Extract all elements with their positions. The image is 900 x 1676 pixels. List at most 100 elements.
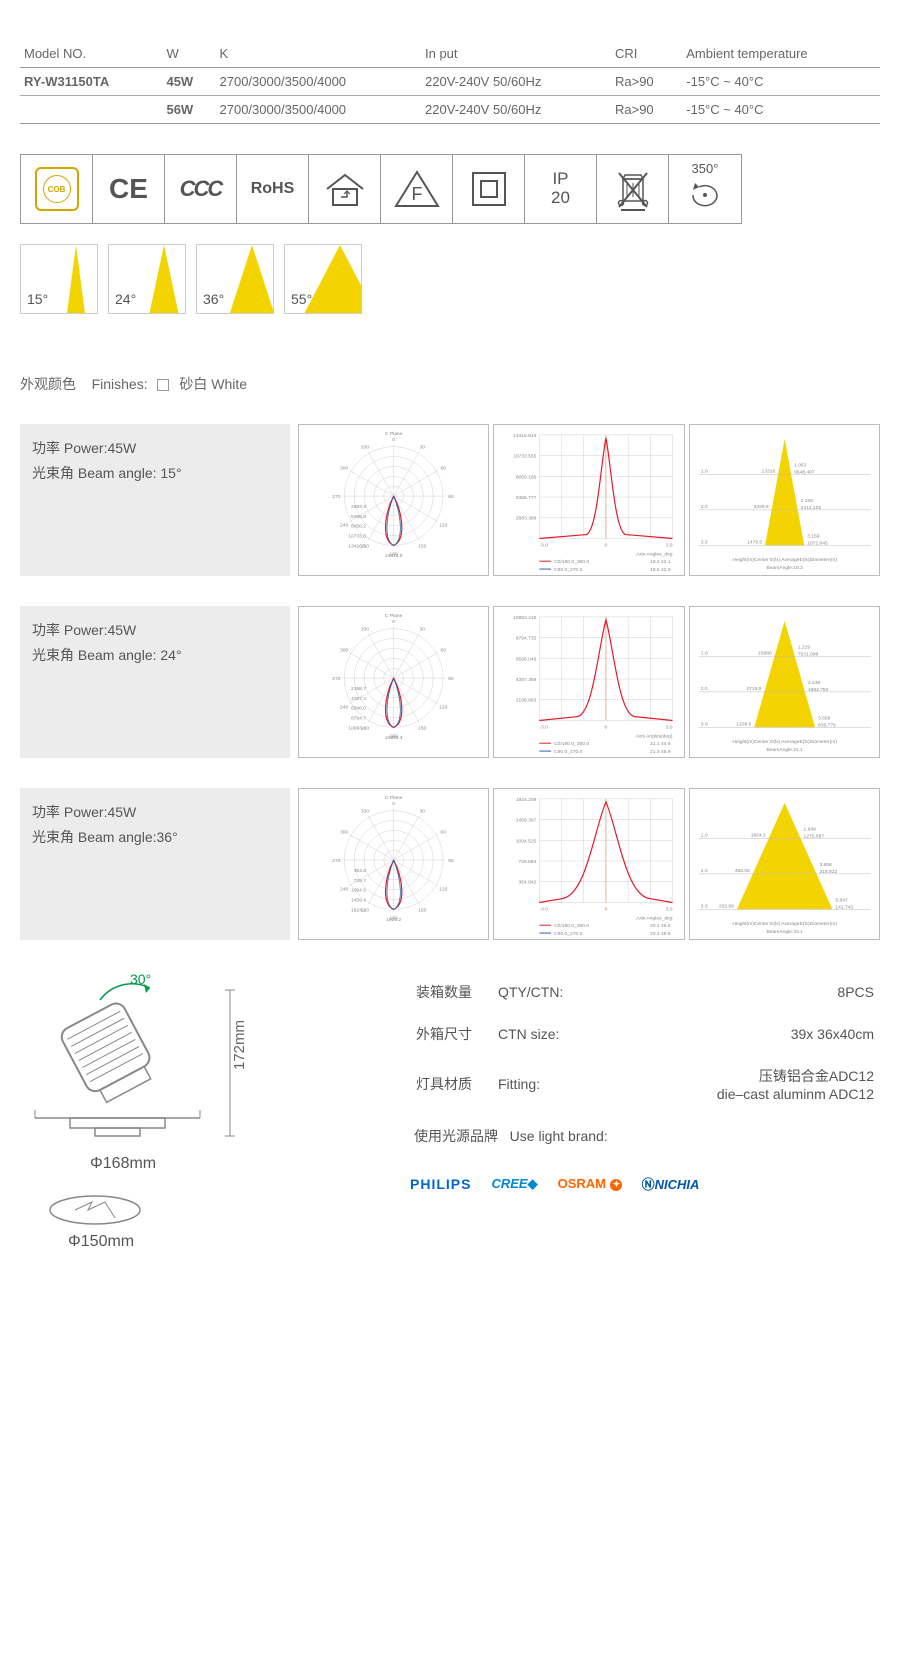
svg-text:1.219: 1.219 (797, 644, 810, 650)
weee-icon (597, 155, 669, 223)
svg-text:2.439: 2.439 (808, 680, 821, 686)
indoor-icon (309, 155, 381, 223)
cone-chart: 1.0133161.0539648.4072.03328.92.1062412.… (689, 424, 880, 576)
svg-text:1479.5: 1479.5 (747, 539, 762, 545)
intensity-chart: 13416.94310733.5558050.1665366.7772683.3… (493, 424, 684, 576)
svg-text:2.106: 2.106 (800, 498, 813, 504)
info-row: 装箱数量QTY/CTN:8PCS (412, 972, 878, 1012)
spec-header: Model NO. (20, 40, 162, 68)
svg-text:21.3 45.9: 21.3 45.9 (650, 749, 671, 755)
svg-text:18.2 42.1: 18.2 42.1 (650, 559, 671, 565)
svg-text:330: 330 (361, 626, 369, 632)
svg-text:60: 60 (440, 465, 446, 471)
svg-text:3328.9: 3328.9 (753, 504, 768, 510)
svg-text:30°: 30° (130, 971, 151, 987)
svg-text:1094.525: 1094.525 (516, 838, 537, 844)
svg-text:120: 120 (439, 705, 447, 711)
finishes-row: 外观颜色 Finishes: 砂白 White (20, 374, 880, 394)
svg-text:3.0: 3.0 (666, 906, 673, 912)
svg-text:0: 0 (392, 437, 395, 443)
svg-text:1072.045: 1072.045 (807, 540, 828, 546)
svg-text:300: 300 (340, 647, 348, 653)
svg-text:C Plane: C Plane (385, 431, 403, 437)
spec-header: Ambient temperature (682, 40, 880, 68)
svg-text:10993.415: 10993.415 (513, 615, 537, 621)
svg-text:0: 0 (392, 619, 395, 625)
svg-text:5366.8: 5366.8 (351, 514, 366, 520)
rotation-icon: 350° (669, 155, 741, 223)
svg-text:300: 300 (340, 465, 348, 471)
spec-row: 56W2700/3000/3500/4000220V-240V 50/60HzR… (20, 96, 880, 124)
svg-text:3.0: 3.0 (666, 724, 673, 730)
svg-text:270: 270 (332, 676, 340, 682)
svg-text:1824.2: 1824.2 (386, 917, 401, 923)
spec-header: W (162, 40, 215, 68)
photometric-section: 功率 Power:45W光束角 Beam angle: 15°C Plane03… (20, 424, 880, 576)
spec-header: In put (421, 40, 611, 68)
svg-text:8794.732: 8794.732 (516, 636, 537, 642)
svg-text:1824.2: 1824.2 (750, 832, 765, 838)
svg-text:318.922: 318.922 (819, 869, 837, 875)
finish-checkbox (157, 379, 169, 391)
svg-text:456.05: 456.05 (734, 868, 749, 874)
svg-text:2719.9: 2719.9 (746, 686, 761, 692)
cob-icon: COB (21, 155, 93, 223)
cone-chart: 1.0108801.2197531.0082.02719.92.4391882.… (689, 606, 880, 758)
svg-text:F: F (411, 184, 422, 204)
svg-text:364.8: 364.8 (354, 868, 367, 874)
svg-text:8050.166: 8050.166 (516, 474, 537, 480)
svg-text:13416.943: 13416.943 (513, 433, 537, 439)
spec-table: Model NO.WKIn putCRIAmbient temperature … (20, 40, 880, 124)
svg-text:2683.389: 2683.389 (516, 516, 537, 522)
svg-text:C0/180.0_360.0: C0/180.0_360.0 (554, 923, 589, 929)
svg-text:729.684: 729.684 (519, 859, 537, 865)
svg-text:1.0: 1.0 (700, 650, 707, 656)
svg-text:5366.777: 5366.777 (516, 495, 537, 501)
beam-angle-cell: 55° (284, 244, 362, 314)
svg-text:BeamAngle:21.1: BeamAngle:21.1 (766, 747, 803, 753)
svg-text:0: 0 (605, 724, 608, 730)
svg-text:0: 0 (605, 906, 608, 912)
svg-text:90: 90 (448, 858, 454, 864)
cone-chart: 1.01824.21.9491275.6872.0456.053.898318.… (689, 788, 880, 940)
info-row: 灯具材质Fitting:压铸铝合金ADC12die–cast aluminm A… (412, 1056, 878, 1112)
svg-text:3.159: 3.159 (807, 534, 820, 540)
dimension-drawing: 30° 172mm Φ168mm Φ150mm (20, 970, 370, 1253)
bottom-section: 30° 172mm Φ168mm Φ150mm (20, 970, 880, 1253)
svg-text:C0/180.0_360.0: C0/180.0_360.0 (554, 559, 589, 565)
svg-text:3.0: 3.0 (666, 542, 673, 548)
svg-text:10993.4: 10993.4 (348, 725, 366, 731)
svg-text:1459.367: 1459.367 (516, 818, 537, 824)
polar-chart: C Plane030609012015018021024027030033036… (298, 788, 489, 940)
svg-text:33.1 49.6: 33.1 49.6 (650, 923, 671, 929)
svg-text:240: 240 (340, 887, 348, 893)
spec-row: RY-W31150TA45W2700/3000/3500/4000220V-24… (20, 68, 880, 96)
svg-text:2.0: 2.0 (700, 868, 707, 874)
svg-text:330: 330 (361, 808, 369, 814)
svg-text:90: 90 (448, 494, 454, 500)
svg-text:729.7: 729.7 (354, 878, 367, 884)
polar-chart: C Plane030609012015018021024027030033021… (298, 606, 489, 758)
svg-text:5.847: 5.847 (835, 898, 848, 904)
svg-text:13416.9: 13416.9 (385, 553, 403, 559)
svg-text:BeamAngle:18.2: BeamAngle:18.2 (766, 565, 803, 571)
svg-text:1275.687: 1275.687 (803, 833, 824, 839)
svg-text:172mm: 172mm (231, 1020, 248, 1070)
beam-angle-cell: 24° (108, 244, 186, 314)
cree-logo: CREE◆ (491, 1176, 537, 1192)
svg-text:C90.0_270.0: C90.0_270.0 (554, 749, 582, 755)
svg-text:Height(m)Center E(lx) Averag: Height(m)Center E(lx) AverageE(lx)Diamet… (732, 921, 837, 927)
class2-icon (453, 155, 525, 223)
svg-text:3.0: 3.0 (700, 721, 707, 727)
svg-text:150: 150 (418, 908, 426, 914)
svg-text:0: 0 (392, 801, 395, 807)
svg-text:8794.7: 8794.7 (351, 716, 366, 722)
info-row: 外箱尺寸CTN size:39x 36x40cm (412, 1014, 878, 1054)
svg-text:240: 240 (340, 523, 348, 529)
svg-text:1.949: 1.949 (803, 826, 816, 832)
photo-label: 功率 Power:45W光束角 Beam angle:36° (20, 788, 290, 940)
svg-text:1.0: 1.0 (700, 468, 707, 474)
svg-text:-3.0: -3.0 (540, 906, 549, 912)
photo-label: 功率 Power:45W光束角 Beam angle: 24° (20, 606, 290, 758)
svg-text:Φ150mm: Φ150mm (68, 1233, 134, 1250)
